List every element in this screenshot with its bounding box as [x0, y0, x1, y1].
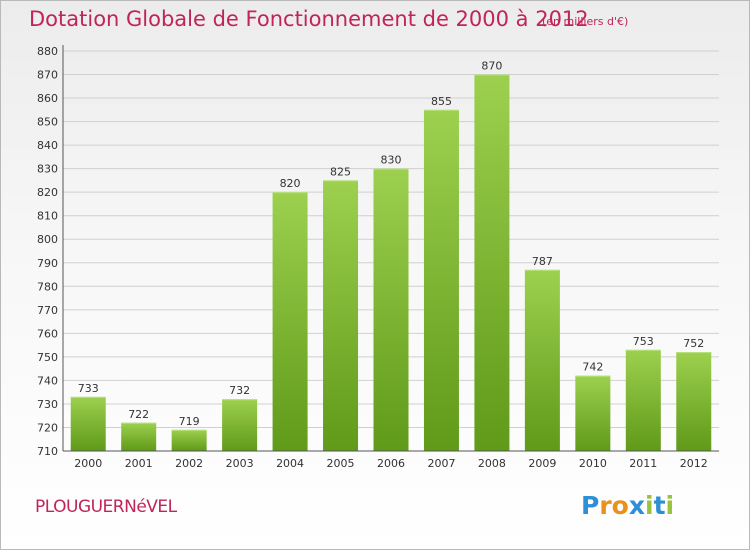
y-tick-label: 800 — [37, 233, 58, 246]
logo-letter: i — [645, 491, 654, 520]
chart-title: Dotation Globale de Fonctionnement de 20… — [29, 7, 589, 31]
data-label-2012: 752 — [683, 337, 704, 350]
x-tick-label: 2006 — [377, 457, 405, 470]
bar-2005 — [323, 180, 359, 452]
bar-2010 — [575, 375, 611, 451]
y-tick-label: 830 — [37, 163, 58, 176]
y-tick-label: 880 — [37, 45, 58, 58]
y-tick-label: 780 — [37, 280, 58, 293]
x-tick-label: 2002 — [175, 457, 203, 470]
data-label-2003: 732 — [229, 384, 250, 397]
bar-2004 — [272, 192, 308, 452]
y-tick-label: 770 — [37, 304, 58, 317]
x-tick-label: 2001 — [125, 457, 153, 470]
y-tick-label: 840 — [37, 139, 58, 152]
logo-letter: o — [611, 491, 629, 520]
logo-letter: r — [599, 491, 612, 520]
y-tick-label: 810 — [37, 210, 58, 223]
y-tick-label: 860 — [37, 92, 58, 105]
bar-2003 — [222, 399, 258, 451]
data-label-2009: 787 — [532, 255, 553, 268]
data-label-2006: 830 — [381, 154, 402, 167]
axes — [62, 45, 719, 452]
data-label-2008: 870 — [481, 60, 502, 73]
bar-2000 — [70, 396, 106, 451]
x-tick-label: 2007 — [427, 457, 455, 470]
bar-2008 — [474, 74, 510, 451]
y-tick-label: 710 — [37, 445, 58, 458]
bars — [70, 74, 712, 452]
data-label-2011: 753 — [633, 335, 654, 348]
data-label-2002: 719 — [179, 415, 200, 428]
bar-2011 — [625, 349, 661, 451]
data-label-2001: 722 — [128, 408, 149, 421]
y-tick-label: 870 — [37, 69, 58, 82]
y-tick-label: 850 — [37, 116, 58, 129]
chart-subtitle: (en milliers d'€) — [542, 15, 629, 28]
data-label-2010: 742 — [582, 361, 603, 374]
commune-name: PLOUGUERNéVEL — [35, 497, 177, 517]
bar-2002 — [171, 429, 207, 451]
x-tick-label: 2008 — [478, 457, 506, 470]
x-tick-label: 2009 — [528, 457, 556, 470]
x-tick-label: 2010 — [579, 457, 607, 470]
x-tick-label: 2000 — [74, 457, 102, 470]
x-tick-label: 2011 — [629, 457, 657, 470]
y-tick-label: 740 — [37, 374, 58, 387]
labels: 710 720 730 740 750 760 770 780 790 800 810 820 830 8… — [37, 45, 708, 470]
logo-letter: i — [665, 491, 675, 520]
x-tick-label: 2005 — [327, 457, 355, 470]
y-tick-label: 730 — [37, 398, 58, 411]
logo-letter: x — [628, 491, 645, 520]
bar-2001 — [121, 422, 157, 451]
bar-2007 — [423, 109, 459, 451]
y-tick-label: 750 — [37, 351, 58, 364]
y-tick-label: 820 — [37, 186, 58, 199]
x-tick-label: 2012 — [680, 457, 708, 470]
logo-letter: P — [581, 491, 600, 520]
logo-letter: t — [653, 491, 666, 520]
y-tick-label: 790 — [37, 257, 58, 270]
y-tick-label: 760 — [37, 327, 58, 340]
bar-2006 — [373, 168, 409, 451]
y-tick-label: 720 — [37, 421, 58, 434]
data-label-2005: 825 — [330, 165, 351, 178]
data-label-2004: 820 — [280, 177, 301, 190]
bar-2009 — [524, 269, 560, 451]
proxiti-logo[interactable]: Proxiti — [581, 491, 674, 520]
x-tick-label: 2003 — [226, 457, 254, 470]
data-label-2007: 855 — [431, 95, 452, 108]
bar-2012 — [676, 352, 712, 451]
x-tick-label: 2004 — [276, 457, 304, 470]
data-label-2000: 733 — [78, 382, 99, 395]
